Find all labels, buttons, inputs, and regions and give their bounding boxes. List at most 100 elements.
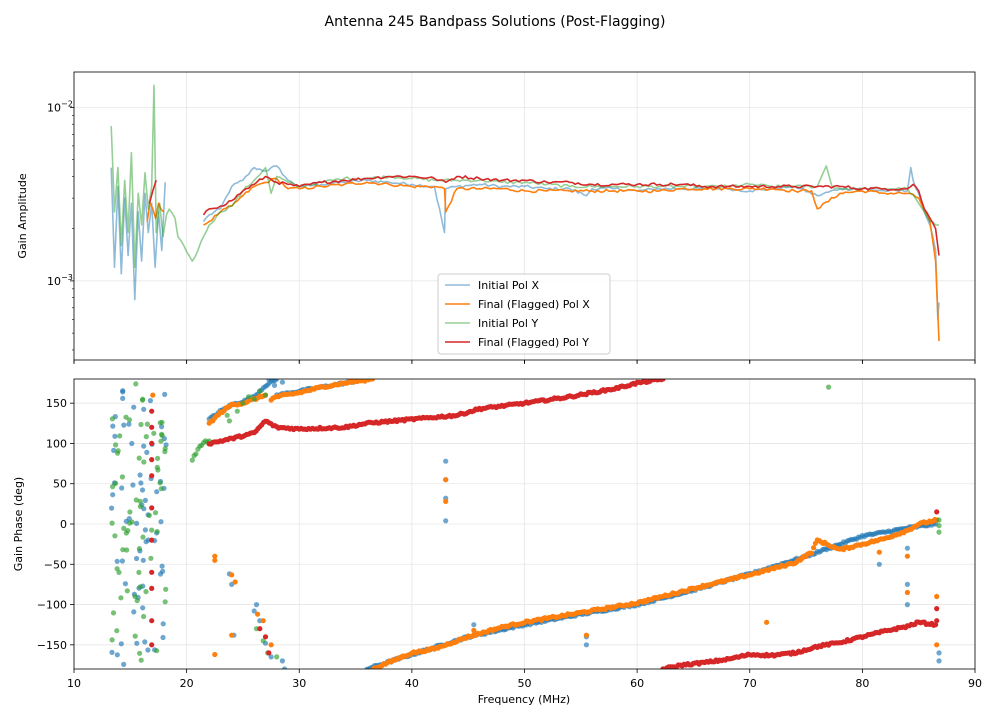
ph-xtick-label-40: 40 (405, 677, 419, 690)
ph-point-2-8 (262, 392, 269, 398)
ph-noise-point-2 (140, 534, 146, 540)
ph-noise-point-2 (136, 569, 142, 576)
ph-noise-point-2 (132, 633, 138, 639)
ph-xtick-label-80: 80 (855, 677, 869, 690)
ph-noise-point-0 (110, 492, 116, 498)
ph-noise-point-0 (134, 555, 140, 562)
ph-point-0-24 (271, 382, 278, 388)
ph-point-1-11 (471, 627, 477, 633)
ph-noise-point-0 (112, 433, 118, 439)
amp-series-0 (110, 165, 940, 321)
ph-point-3-5 (149, 505, 155, 511)
ph-noise-point-2 (137, 503, 143, 510)
ph-point-1-18 (934, 642, 940, 648)
ph-point-1-16 (904, 589, 911, 596)
ph-xtick-label-90: 90 (968, 677, 982, 690)
ph-ytick-label--50: −50 (44, 558, 67, 571)
ph-point-3-12 (262, 634, 269, 640)
ph-noise-point-2 (133, 497, 139, 503)
ph-noise-point-0 (111, 447, 117, 453)
ph-point-3-9 (149, 618, 155, 624)
ph-noise-point-2 (112, 533, 118, 539)
ph-noise-point-0 (143, 539, 149, 545)
ph-point-3-16 (934, 618, 940, 624)
ph-noise-point-0 (160, 634, 166, 641)
ph-ytick-label-50: 50 (53, 478, 67, 491)
ph-xtick-label-20: 20 (180, 677, 194, 690)
ph-noise-point-2 (109, 637, 115, 643)
ph-noise-point-2 (134, 598, 140, 604)
ph-point-2-6 (251, 396, 257, 402)
ph-noise-point-0 (141, 406, 147, 412)
ph-noise-point-2 (126, 417, 133, 423)
ph-noise-point-2 (137, 584, 143, 590)
ph-point-0-4 (471, 622, 477, 628)
ph-point-2-0 (826, 384, 832, 390)
ph-noise-point-2 (124, 588, 130, 594)
ph-noise-point-2 (125, 528, 131, 534)
ph-point-2-5 (246, 394, 252, 400)
legend-label-initial-pol-x: Initial Pol X (478, 279, 539, 292)
phase-ylabel: Gain Phase (deg) (12, 477, 25, 571)
ph-noise-point-2 (132, 593, 138, 600)
ph-point-1-2 (212, 553, 218, 559)
ph-point-3-8 (149, 585, 155, 592)
ph-point-0-8 (904, 581, 911, 588)
ph-noise-point-0 (162, 391, 168, 397)
ph-point-0-0 (443, 458, 449, 464)
ph-noise-point-0 (138, 480, 144, 486)
ph-ytick-label-0: 0 (60, 518, 67, 531)
legend-label-initial-pol-y: Initial Pol Y (478, 317, 538, 330)
ph-noise-point-2 (114, 628, 120, 634)
ph-seg-point-3-1 (933, 622, 939, 628)
ph-noise-point-0 (120, 388, 126, 394)
ph-point-1-10 (212, 651, 218, 658)
amplitude-ticks: 10−3 10−2 (47, 99, 976, 364)
ph-noise-point-0 (140, 557, 146, 563)
ph-noise-point-2 (158, 438, 164, 444)
ph-noise-point-2 (113, 442, 119, 448)
ph-point-0-19 (268, 654, 274, 660)
ph-noise-point-0 (141, 443, 147, 449)
ph-noise-point-2 (143, 589, 149, 595)
ph-point-1-13 (764, 619, 770, 625)
ph-point-1-17 (934, 593, 940, 600)
ph-point-0-22 (251, 608, 257, 614)
ph-point-0-10 (904, 545, 911, 551)
phase-ticks: 10 20 30 40 50 60 70 80 90 −150 −100 −50 0 50 100 150 (37, 397, 982, 690)
amplitude-ylabel: Gain Amplitude (16, 173, 29, 258)
ph-point-1-15 (904, 553, 911, 559)
ph-xtick-label-50: 50 (518, 677, 532, 690)
ph-point-2-1 (224, 412, 230, 418)
ph-noise-point-2 (109, 520, 115, 526)
ph-noise-point-2 (137, 650, 143, 656)
ph-noise-point-2 (120, 547, 126, 553)
amp-ytick-label-1: 10−2 (47, 99, 73, 114)
ph-noise-point-0 (159, 563, 165, 569)
ph-noise-point-0 (110, 423, 116, 429)
ph-point-1-8 (260, 618, 266, 624)
amp-series-3 (148, 175, 940, 256)
ph-noise-point-0 (134, 520, 140, 527)
ph-xtick-label-70: 70 (743, 677, 757, 690)
ph-noise-point-0 (160, 621, 166, 627)
ph-noise-point-0 (131, 609, 137, 615)
ph-noise-point-0 (154, 489, 160, 495)
ph-noise-point-0 (142, 527, 148, 533)
ph-noise-point-2 (136, 455, 142, 461)
ph-noise-point-2 (163, 586, 169, 592)
ph-noise-point-2 (157, 480, 163, 486)
ph-point-3-11 (257, 626, 263, 632)
ph-point-3-13 (266, 650, 272, 656)
ph-point-3-7 (149, 569, 155, 575)
ph-noise-point-2 (149, 527, 155, 533)
ph-point-0-3 (443, 518, 449, 524)
ph-noise-point-0 (131, 404, 137, 410)
ph-noise-point-2 (110, 484, 116, 490)
ph-seg-point-1-1 (369, 379, 376, 382)
ph-point-3-1 (149, 424, 155, 430)
ph-noise-point-0 (119, 485, 125, 491)
ph-point-2-3 (234, 408, 240, 414)
ph-noise-point-0 (145, 647, 151, 653)
ph-noise-point-2 (138, 657, 144, 663)
